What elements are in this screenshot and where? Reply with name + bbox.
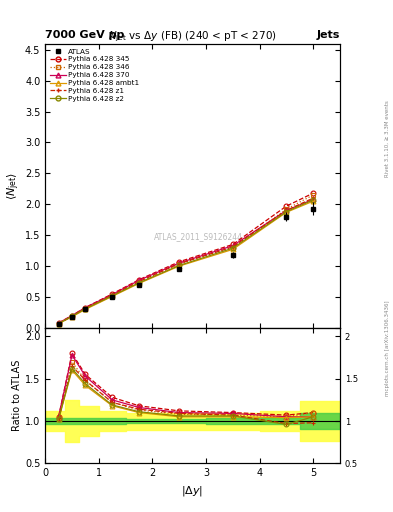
Pythia 6.428 z1 — [56, 321, 61, 327]
Pythia 6.428 370 — [110, 291, 114, 297]
Pythia 6.428 z1 — [110, 292, 114, 298]
Pythia 6.428 346 — [70, 313, 74, 319]
Y-axis label: $\langle N_\mathrm{jet}\rangle$: $\langle N_\mathrm{jet}\rangle$ — [6, 172, 22, 200]
Text: mcplots.cern.ch [arXiv:1306.3436]: mcplots.cern.ch [arXiv:1306.3436] — [385, 301, 390, 396]
Pythia 6.428 ambt1 — [70, 314, 74, 320]
Pythia 6.428 ambt1 — [137, 281, 141, 287]
Pythia 6.428 ambt1 — [56, 321, 61, 327]
Pythia 6.428 346 — [284, 206, 289, 212]
Pythia 6.428 z2 — [137, 280, 141, 286]
Pythia 6.428 z2 — [83, 306, 88, 312]
Pythia 6.428 345 — [56, 320, 61, 326]
Pythia 6.428 370 — [230, 243, 235, 249]
Pythia 6.428 z1 — [311, 195, 316, 201]
X-axis label: $|\Delta y|$: $|\Delta y|$ — [182, 484, 204, 498]
Line: Pythia 6.428 z1: Pythia 6.428 z1 — [56, 196, 316, 326]
Pythia 6.428 345 — [284, 203, 289, 209]
Pythia 6.428 345 — [230, 241, 235, 247]
Pythia 6.428 346 — [110, 293, 114, 299]
Pythia 6.428 370 — [284, 207, 289, 214]
Pythia 6.428 346 — [177, 261, 182, 267]
Y-axis label: Ratio to ATLAS: Ratio to ATLAS — [12, 360, 22, 431]
Pythia 6.428 ambt1 — [284, 209, 289, 216]
Pythia 6.428 345 — [137, 276, 141, 283]
Legend: ATLAS, Pythia 6.428 345, Pythia 6.428 346, Pythia 6.428 370, Pythia 6.428 ambt1,: ATLAS, Pythia 6.428 345, Pythia 6.428 34… — [49, 47, 141, 103]
Line: Pythia 6.428 345: Pythia 6.428 345 — [56, 190, 316, 326]
Pythia 6.428 346 — [137, 279, 141, 285]
Pythia 6.428 z1 — [177, 261, 182, 267]
Pythia 6.428 z1 — [137, 279, 141, 285]
Pythia 6.428 346 — [311, 192, 316, 198]
Line: Pythia 6.428 370: Pythia 6.428 370 — [56, 197, 316, 326]
Pythia 6.428 ambt1 — [230, 246, 235, 252]
Pythia 6.428 346 — [230, 244, 235, 250]
Pythia 6.428 346 — [56, 321, 61, 327]
Pythia 6.428 ambt1 — [177, 263, 182, 269]
Pythia 6.428 z2 — [56, 321, 61, 327]
Text: Jets: Jets — [317, 30, 340, 40]
Title: $N_\mathrm{jet}$ vs $\Delta y$ (FB) (240 < pT < 270): $N_\mathrm{jet}$ vs $\Delta y$ (FB) (240… — [108, 29, 277, 44]
Pythia 6.428 z1 — [83, 305, 88, 311]
Pythia 6.428 z2 — [177, 263, 182, 269]
Pythia 6.428 z2 — [70, 313, 74, 319]
Pythia 6.428 z2 — [230, 245, 235, 251]
Pythia 6.428 z1 — [70, 313, 74, 319]
Pythia 6.428 345 — [70, 312, 74, 318]
Text: ATLAS_2011_S9126244: ATLAS_2011_S9126244 — [154, 232, 243, 242]
Text: 7000 GeV pp: 7000 GeV pp — [45, 30, 125, 40]
Pythia 6.428 345 — [110, 291, 114, 297]
Pythia 6.428 z2 — [311, 197, 316, 203]
Line: Pythia 6.428 346: Pythia 6.428 346 — [56, 193, 316, 326]
Line: Pythia 6.428 z2: Pythia 6.428 z2 — [56, 198, 316, 326]
Pythia 6.428 346 — [83, 306, 88, 312]
Pythia 6.428 370 — [137, 278, 141, 284]
Pythia 6.428 z2 — [110, 293, 114, 299]
Pythia 6.428 345 — [311, 190, 316, 196]
Pythia 6.428 ambt1 — [83, 306, 88, 312]
Pythia 6.428 z2 — [284, 208, 289, 215]
Line: Pythia 6.428 ambt1: Pythia 6.428 ambt1 — [56, 199, 316, 326]
Pythia 6.428 370 — [177, 260, 182, 266]
Pythia 6.428 370 — [56, 320, 61, 326]
Pythia 6.428 ambt1 — [110, 293, 114, 300]
Pythia 6.428 z1 — [230, 244, 235, 250]
Pythia 6.428 ambt1 — [311, 198, 316, 204]
Pythia 6.428 345 — [177, 259, 182, 265]
Pythia 6.428 370 — [83, 305, 88, 311]
Pythia 6.428 370 — [311, 196, 316, 202]
Pythia 6.428 370 — [70, 312, 74, 318]
Pythia 6.428 z1 — [284, 207, 289, 214]
Text: Rivet 3.1.10, ≥ 3.3M events: Rivet 3.1.10, ≥ 3.3M events — [385, 100, 390, 177]
Pythia 6.428 345 — [83, 305, 88, 311]
